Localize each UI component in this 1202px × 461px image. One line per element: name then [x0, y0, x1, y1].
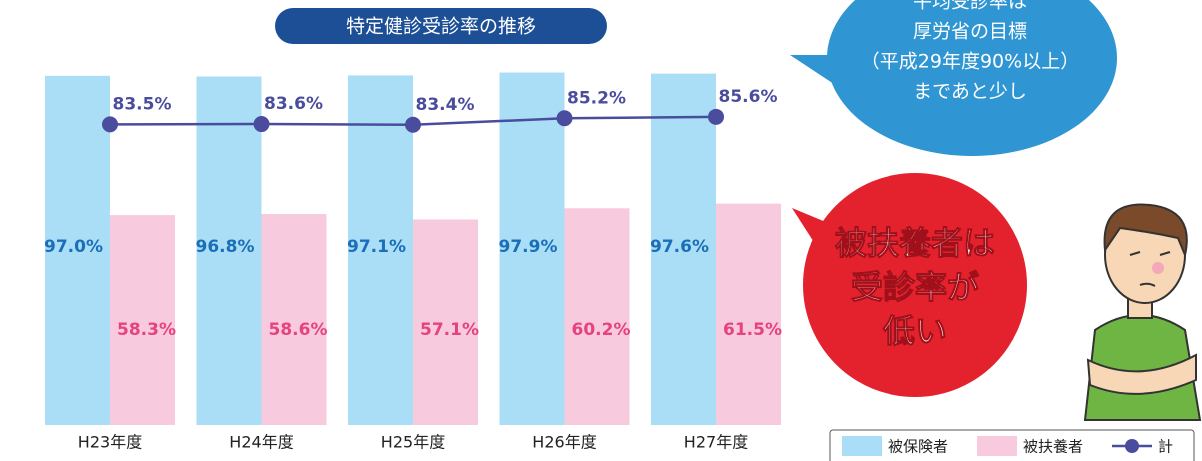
x-tick-label: H24年度 — [229, 433, 293, 452]
legend-label: 計 — [1158, 438, 1173, 456]
line-point — [557, 110, 573, 126]
callout-text: 受診率が — [851, 268, 979, 306]
person-illustration — [1085, 205, 1200, 420]
callout-text: まであと少し — [913, 81, 1027, 103]
data-label: 58.3% — [117, 320, 176, 340]
legend-swatch — [1125, 439, 1139, 453]
x-tick-label: H25年度 — [381, 433, 445, 452]
bar — [716, 204, 781, 425]
data-label: 97.6% — [650, 237, 709, 257]
x-tick-label: H26年度 — [532, 433, 596, 452]
data-label: 97.0% — [44, 237, 103, 257]
data-label: 85.6% — [719, 87, 778, 107]
data-label: 83.6% — [264, 94, 323, 114]
chart: 特定健診受診率の推移 H23年度 H24年度 H25年度 H26年度 H27年度 97.0… — [0, 0, 1202, 461]
legend-label: 被扶養者 — [1023, 438, 1083, 456]
callout-text: 低い — [883, 312, 947, 350]
data-label: 83.5% — [113, 94, 172, 114]
data-label: 60.2% — [572, 320, 631, 340]
legend-label: 被保険者 — [888, 438, 948, 456]
line-point — [102, 116, 118, 132]
data-label: 61.5% — [723, 320, 782, 340]
x-tick-label: H27年度 — [684, 433, 748, 452]
line-point — [708, 109, 724, 125]
line-point — [254, 116, 270, 132]
x-tick-label: H23年度 — [78, 433, 142, 452]
callout-text: 被扶養者は — [835, 224, 995, 262]
chart-title: 特定健診受診率の推移 — [346, 16, 536, 38]
data-label: 97.1% — [347, 237, 406, 257]
legend-swatch — [977, 436, 1017, 456]
data-label: 57.1% — [420, 320, 479, 340]
callout-text: （平成29年度90%以上） — [861, 51, 1079, 73]
data-label: 58.6% — [269, 320, 328, 340]
bar — [565, 208, 630, 425]
line-point — [405, 117, 421, 133]
data-label: 96.8% — [196, 237, 255, 257]
data-label: 97.9% — [499, 237, 558, 257]
data-label: 85.2% — [567, 88, 626, 108]
legend-swatch — [842, 436, 882, 456]
callout-text: 厚労省の目標 — [913, 21, 1027, 43]
data-label: 83.4% — [416, 95, 475, 115]
callout-text: 平均受診率は — [913, 0, 1027, 13]
